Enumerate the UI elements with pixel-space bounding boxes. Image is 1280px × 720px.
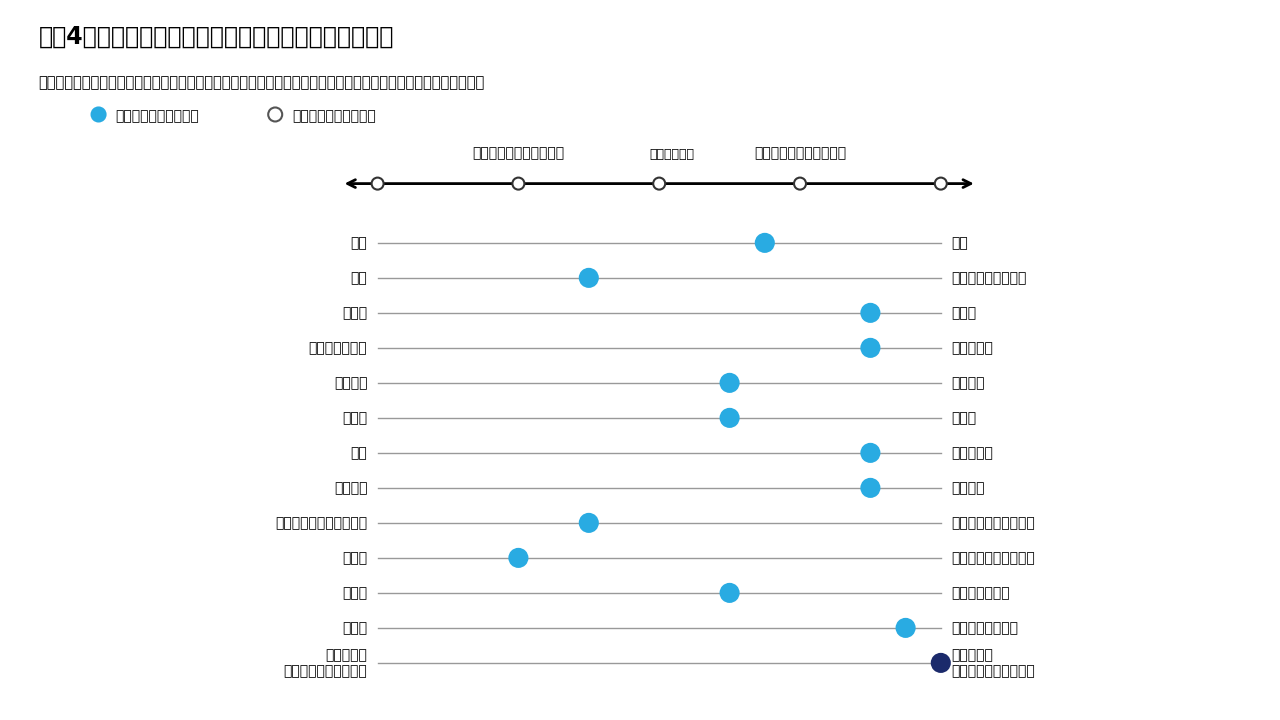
Text: 新興国市場、クレジット、シクリカルを通じ、ポートフォリオのリスクをベンチマークに対してオーバーウェイト: 新興国市場、クレジット、シクリカルを通じ、ポートフォリオのリスクをベンチマークに… — [38, 76, 485, 91]
Text: 新興国: 新興国 — [951, 306, 977, 320]
Text: 米ドル以外の通貨: 米ドル以外の通貨 — [951, 621, 1018, 635]
Text: ロングデュレーション: ロングデュレーション — [951, 516, 1034, 530]
Text: 米国: 米国 — [351, 271, 367, 285]
Text: 国債: 国債 — [351, 446, 367, 460]
Text: インフレ連動債: インフレ連動債 — [951, 586, 1010, 600]
Text: オーバーウェイトが最大: オーバーウェイトが最大 — [754, 147, 846, 161]
Text: 現在のポジショニング: 現在のポジショニング — [115, 109, 198, 124]
Text: 平均以下の
ポートフォリオリスク: 平均以下の ポートフォリオリスク — [284, 648, 367, 678]
Text: 低格付け: 低格付け — [951, 481, 984, 495]
Text: 前回のポジショニング: 前回のポジショニング — [292, 109, 375, 124]
Text: 平均以上の
ポートフォリオリスク: 平均以上の ポートフォリオリスク — [951, 648, 1034, 678]
Text: ディフェンシブ: ディフェンシブ — [308, 341, 367, 355]
Text: ニュートラル: ニュートラル — [649, 148, 695, 161]
Text: オーバーウェイトが最大: オーバーウェイトが最大 — [472, 147, 564, 161]
Text: 図表4：戦術的資産配分のポジショニング（相対比較）: 図表4：戦術的資産配分のポジショニング（相対比較） — [38, 25, 394, 49]
Text: グロース: グロース — [334, 376, 367, 390]
Text: 大型株: 大型株 — [342, 411, 367, 425]
Text: 先進国: 先進国 — [342, 306, 367, 320]
Text: 米国債: 米国債 — [342, 551, 367, 565]
Text: 一般債: 一般債 — [342, 586, 367, 600]
Text: シクリカル: シクリカル — [951, 341, 993, 355]
Text: 株式: 株式 — [951, 236, 968, 250]
Text: バリュー: バリュー — [951, 376, 984, 390]
Text: ショートデュレーション: ショートデュレーション — [275, 516, 367, 530]
Text: 先進国（除く米国）: 先進国（除く米国） — [951, 271, 1027, 285]
Text: 高格付け: 高格付け — [334, 481, 367, 495]
Text: 債券: 債券 — [351, 236, 367, 250]
Text: クレジット: クレジット — [951, 446, 993, 460]
Text: 米ドル: 米ドル — [342, 621, 367, 635]
Text: 先進国債（除く米国）: 先進国債（除く米国） — [951, 551, 1034, 565]
Text: 小型株: 小型株 — [951, 411, 977, 425]
